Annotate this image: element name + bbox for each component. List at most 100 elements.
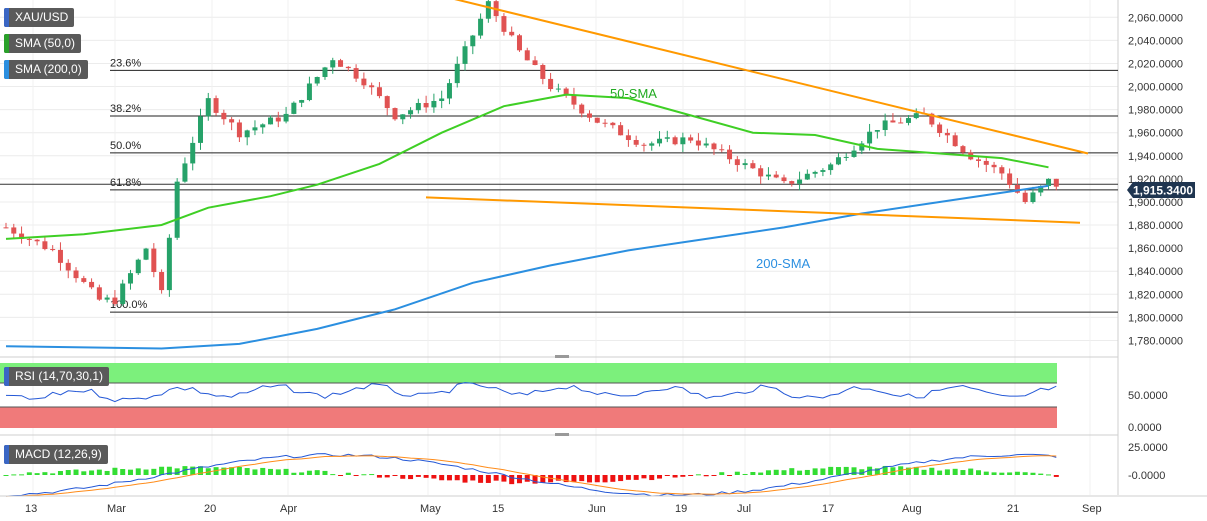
candle-body [555, 88, 561, 90]
rsi-tag[interactable]: RSI (14,70,30,1) [4, 367, 110, 386]
candle-body [695, 140, 701, 146]
candle [50, 245, 56, 252]
candle-body [540, 65, 546, 79]
candle-body [462, 46, 468, 64]
candle [944, 128, 950, 143]
macd-hist-bar [190, 466, 196, 475]
candle-body [369, 85, 375, 88]
macd-hist-bar [89, 470, 95, 475]
candle [384, 95, 390, 116]
candle [657, 131, 663, 147]
candle-body [182, 163, 188, 182]
macd-hist-bar [657, 475, 663, 479]
candle [563, 87, 569, 98]
macd-tag[interactable]: MACD (12,26,9) [4, 445, 108, 464]
candle-body [898, 122, 904, 124]
macd-hist-bar [174, 468, 180, 475]
candle [112, 290, 118, 306]
macd-hist-bar [789, 468, 795, 475]
candle-body [882, 120, 888, 131]
macd-hist-bar [742, 473, 748, 475]
candle-body [120, 283, 126, 304]
resistance-trendline [454, 0, 1089, 155]
price-tick-label: 2,000.0000 [1128, 82, 1183, 94]
candle [34, 239, 40, 246]
candle [1022, 189, 1028, 204]
candle [260, 123, 266, 134]
candle-body [719, 149, 725, 151]
macd-hist-bar [695, 474, 701, 476]
sma200-tag[interactable]: SMA (200,0) [4, 60, 88, 79]
rsi-pane: 50.0000 0.0000 [0, 355, 1168, 434]
candle [983, 156, 989, 173]
candle-body [96, 287, 102, 300]
candle-body [166, 237, 172, 291]
sma50-tag[interactable]: SMA (50,0) [4, 34, 82, 53]
candle [57, 242, 63, 271]
macd-hist-bar [1007, 472, 1013, 475]
candle [446, 79, 452, 105]
sma50-tag-label: SMA (50,0) [15, 36, 76, 50]
candle [719, 144, 725, 153]
macd-hist-bar [50, 473, 56, 475]
candle-body [353, 68, 359, 79]
candle-body [1038, 186, 1044, 193]
candle [439, 90, 445, 109]
macd-hist-bar [641, 475, 647, 479]
candle [198, 108, 203, 150]
candle [913, 108, 919, 120]
macd-hist-bar [322, 470, 328, 475]
candle [937, 122, 943, 137]
time-tick-label: 21 [1007, 503, 1019, 515]
macd-hist-bar [96, 469, 102, 475]
macd-hist-bar [65, 470, 71, 475]
candle-body [812, 171, 818, 174]
macd-hist-bar [758, 472, 764, 475]
candle-body [229, 119, 235, 123]
candle [454, 56, 460, 88]
macd-hist-bar [812, 468, 818, 475]
macd-hist-bar [182, 466, 188, 475]
candle [773, 171, 779, 179]
candle-body [260, 124, 266, 128]
candle [633, 135, 639, 148]
candle-body [532, 60, 538, 66]
main-pane-bg [0, 0, 1118, 352]
macd-hist-bar [283, 468, 289, 475]
symbol-label: XAU/USD [15, 10, 69, 24]
macd-hist-bar [19, 474, 25, 476]
candle-body [501, 16, 507, 32]
candle-body [338, 60, 344, 67]
candle [213, 95, 219, 116]
price-tick-label: 1,820.0000 [1128, 289, 1183, 301]
macd-hist-bar [867, 466, 873, 475]
candle [19, 226, 25, 244]
macd-hist-bar [555, 475, 561, 481]
time-tick-label: Apr [280, 503, 297, 515]
macd-hist-bar [750, 472, 756, 475]
candle-body [976, 159, 981, 161]
rsi-tag-label: RSI (14,70,30,1) [15, 369, 104, 383]
symbol-tag[interactable]: XAU/USD [4, 8, 75, 27]
macd-hist-bar [828, 466, 834, 475]
candle [42, 235, 48, 251]
macd-hist-bar [454, 475, 460, 481]
macd-hist-bar [330, 474, 336, 476]
time-tick-label: Jul [737, 503, 751, 515]
candle-body [376, 87, 382, 97]
macd-hist-bar [470, 475, 476, 481]
macd-hist-bar [198, 466, 203, 475]
candle-body [408, 110, 414, 115]
macd-hist-bar [493, 475, 499, 481]
macd-hist-bar [734, 471, 740, 475]
candle [960, 144, 966, 156]
candle [1007, 168, 1013, 189]
candle [501, 13, 507, 36]
candle-body [657, 138, 663, 144]
candle [306, 76, 312, 102]
candle-body [851, 150, 857, 157]
candle [750, 160, 756, 169]
candle [905, 115, 911, 126]
macd-pane: 25.0000 -0.0000 [0, 433, 1168, 497]
